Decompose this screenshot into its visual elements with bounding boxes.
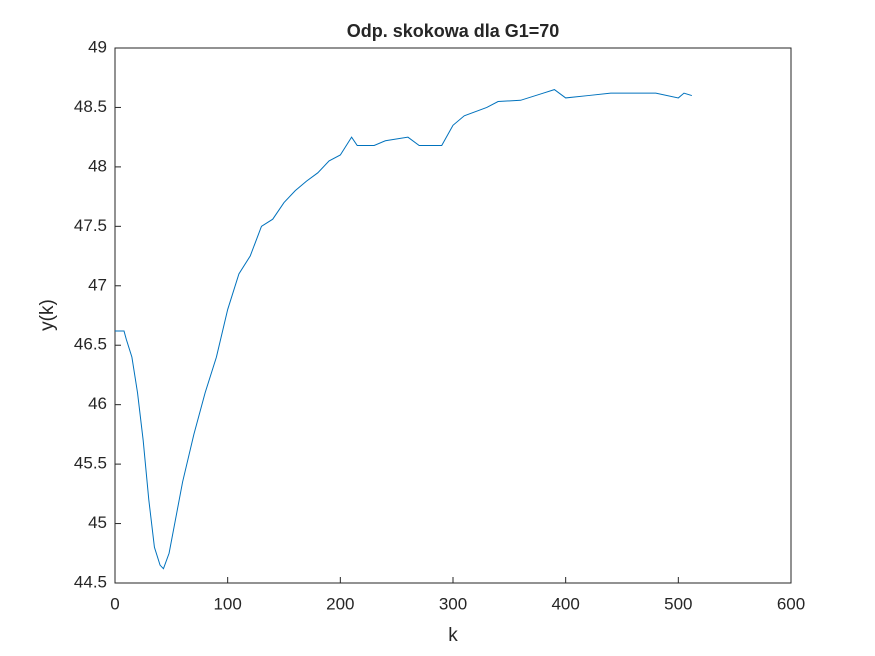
x-tick-label: 0 <box>110 594 119 613</box>
y-tick-label: 44.5 <box>74 572 107 591</box>
plot-area <box>114 47 792 584</box>
y-tick-label: 48 <box>88 156 107 175</box>
y-tick-label: 46 <box>88 394 107 413</box>
y-axis-label: y(k) <box>37 299 58 331</box>
data-line <box>115 89 692 570</box>
y-tick-label: 46.5 <box>74 335 107 354</box>
y-tick-label: 45.5 <box>74 454 107 473</box>
x-tick-label: 500 <box>664 594 692 613</box>
x-tick-label: 400 <box>551 594 579 613</box>
chart-title: Odp. skokowa dla G1=70 <box>347 21 560 41</box>
y-tick-label: 47.5 <box>74 216 107 235</box>
x-tick-label: 200 <box>326 594 354 613</box>
y-tick-label: 49 <box>88 37 107 56</box>
y-tick-label: 47 <box>88 275 107 294</box>
x-tick-label: 600 <box>777 594 805 613</box>
y-tick-label: 45 <box>88 513 107 532</box>
x-tick-label: 300 <box>439 594 467 613</box>
x-tick-label: 100 <box>213 594 241 613</box>
y-tick-label: 48.5 <box>74 97 107 116</box>
x-axis-label: k <box>448 625 458 646</box>
